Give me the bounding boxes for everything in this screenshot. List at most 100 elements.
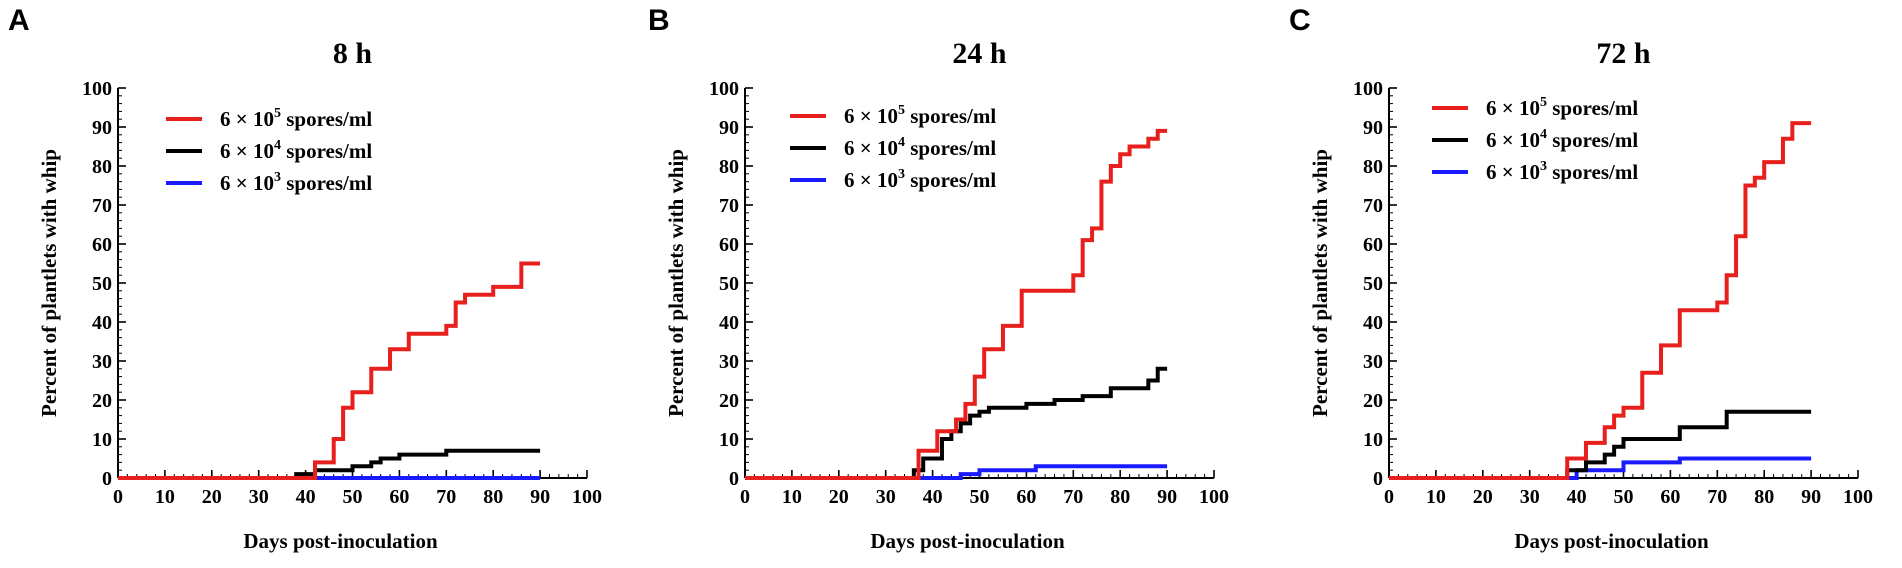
legend-unit: spores/ml	[1547, 128, 1638, 152]
x-tick-label: 0	[1384, 486, 1394, 508]
legend-base: 6 × 10	[220, 171, 274, 195]
legend-entry: 6 × 103 spores/ml	[844, 167, 996, 192]
y-tick-label: 100	[709, 78, 739, 100]
x-tick-label: 20	[1473, 486, 1493, 508]
legend-base: 6 × 10	[1486, 128, 1540, 152]
y-tick-label: 90	[719, 117, 739, 139]
x-tick-label: 40	[923, 486, 943, 508]
series-line-0	[1389, 121, 1812, 480]
y-tick-label: 10	[1363, 429, 1383, 451]
y-tick-label: 60	[92, 234, 112, 256]
legend-unit: spores/ml	[1547, 160, 1638, 184]
legend-exponent: 3	[1540, 159, 1547, 174]
x-tick-label: 100	[572, 486, 602, 508]
series-line-0	[118, 261, 541, 480]
legend-exponent: 4	[1540, 127, 1547, 142]
panel-letter: C	[1289, 4, 1311, 37]
x-tick-label: 80	[1110, 486, 1130, 508]
y-tick-label: 40	[92, 312, 112, 334]
legend-unit: spores/ml	[281, 171, 372, 195]
x-tick-label: 80	[483, 486, 503, 508]
y-tick-label: 100	[1353, 78, 1383, 100]
x-tick-label: 30	[876, 486, 896, 508]
y-tick-label: 70	[719, 195, 739, 217]
panel-letter: A	[8, 4, 30, 37]
x-tick-label: 30	[1520, 486, 1540, 508]
y-tick-label: 70	[1363, 195, 1383, 217]
legend-exponent: 5	[274, 106, 281, 121]
x-tick-label: 30	[249, 486, 269, 508]
y-tick-label: 40	[1363, 312, 1383, 334]
legend-unit: spores/ml	[1547, 96, 1638, 120]
y-axis-label: Percent of plantlets with whip	[37, 149, 61, 417]
x-tick-label: 100	[1843, 486, 1873, 508]
y-tick-label: 0	[729, 468, 739, 490]
legend-unit: spores/ml	[281, 139, 372, 163]
legend-exponent: 3	[898, 167, 905, 182]
y-tick-label: 50	[1363, 273, 1383, 295]
x-tick-label: 80	[1754, 486, 1774, 508]
legend-unit: spores/ml	[905, 136, 996, 160]
legend-base: 6 × 10	[1486, 96, 1540, 120]
y-tick-label: 20	[719, 390, 739, 412]
series-line-1	[1389, 409, 1812, 480]
x-tick-label: 10	[155, 486, 175, 508]
legend-exponent: 5	[1540, 95, 1547, 110]
legend-unit: spores/ml	[281, 107, 372, 131]
x-tick-label: 90	[1157, 486, 1177, 508]
series-line-1	[745, 366, 1168, 480]
y-axis-label: Percent of plantlets with whip	[664, 149, 688, 417]
x-tick-label: 10	[782, 486, 802, 508]
legend-unit: spores/ml	[905, 168, 996, 192]
legend-exponent: 5	[898, 103, 905, 118]
legend-entry: 6 × 105 spores/ml	[844, 103, 996, 128]
x-tick-label: 0	[113, 486, 123, 508]
chart-title: 72 h	[1596, 37, 1651, 70]
series-line-0	[745, 128, 1168, 480]
x-tick-label: 40	[1567, 486, 1587, 508]
legend-unit: spores/ml	[905, 104, 996, 128]
x-tick-label: 100	[1199, 486, 1229, 508]
y-axis-label: Percent of plantlets with whip	[1308, 149, 1332, 417]
chart-title: 24 h	[952, 37, 1007, 70]
x-tick-label: 60	[389, 486, 409, 508]
y-tick-label: 80	[1363, 156, 1383, 178]
y-tick-label: 30	[719, 351, 739, 373]
y-tick-label: 40	[719, 312, 739, 334]
y-tick-label: 90	[92, 117, 112, 139]
y-tick-label: 70	[92, 195, 112, 217]
y-tick-label: 90	[1363, 117, 1383, 139]
legend-entry: 6 × 104 spores/ml	[220, 138, 372, 163]
legend-base: 6 × 10	[844, 168, 898, 192]
x-tick-label: 60	[1660, 486, 1680, 508]
series-line-1	[118, 448, 541, 480]
y-tick-label: 30	[1363, 351, 1383, 373]
legend-exponent: 4	[274, 138, 281, 153]
chart-title: 8 h	[333, 37, 373, 70]
x-tick-label: 90	[530, 486, 550, 508]
legend-entry: 6 × 105 spores/ml	[1486, 95, 1638, 120]
y-tick-label: 60	[1363, 234, 1383, 256]
y-tick-label: 20	[1363, 390, 1383, 412]
legend-entry: 6 × 103 spores/ml	[220, 170, 372, 195]
panel-b: B 24 h 0 10 20 30 40 50 60 70 80 90 100 0 10 20 30 40 50 60…	[648, 4, 1229, 553]
y-tick-label: 10	[719, 429, 739, 451]
legend-base: 6 × 10	[1486, 160, 1540, 184]
x-axis-label: Days post-inoculation	[1514, 529, 1709, 553]
x-axis-label: Days post-inoculation	[870, 529, 1065, 553]
panel-c: C 72 h 0 10 20 30 40 50 60 70 80 90 100 0 10 20 30 40 50 60…	[1289, 4, 1873, 553]
x-tick-label: 60	[1016, 486, 1036, 508]
series-line-2	[745, 464, 1168, 480]
series-line-2	[1389, 456, 1812, 480]
y-tick-label: 80	[92, 156, 112, 178]
legend-base: 6 × 10	[844, 104, 898, 128]
legend-entry: 6 × 105 spores/ml	[220, 106, 372, 131]
x-axis-label: Days post-inoculation	[243, 529, 438, 553]
x-tick-label: 90	[1801, 486, 1821, 508]
legend-exponent: 3	[274, 170, 281, 185]
y-tick-label: 50	[92, 273, 112, 295]
legend-entry: 6 × 104 spores/ml	[844, 135, 996, 160]
y-tick-label: 50	[719, 273, 739, 295]
y-tick-label: 0	[1373, 468, 1383, 490]
